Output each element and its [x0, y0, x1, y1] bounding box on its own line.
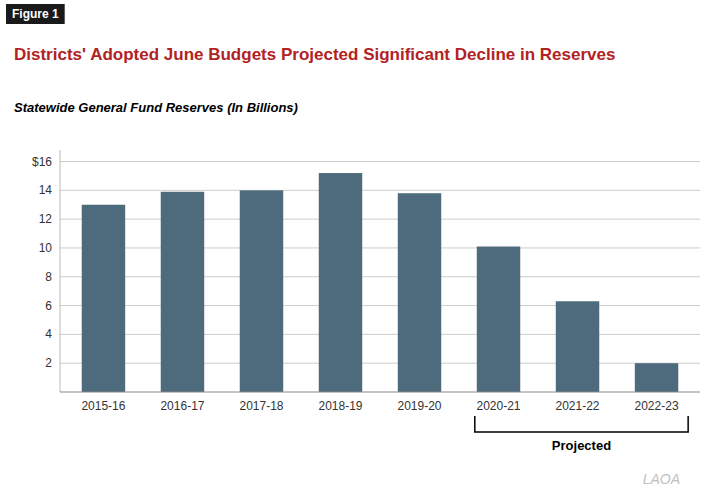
x-axis: 2015-16 2016-17 2017-18 2018-19 2019-20 2020-… [60, 392, 700, 413]
bar [477, 247, 520, 392]
bar [82, 205, 125, 392]
x-tick-label: 2016-17 [160, 399, 204, 413]
bracket-label: Projected [552, 438, 611, 453]
watermark: LAOA [643, 471, 680, 487]
bar [398, 193, 441, 392]
y-tick-label: 6 [45, 299, 52, 313]
x-tick-label: 2019-20 [397, 399, 441, 413]
bars [82, 173, 679, 392]
y-tick-label: 12 [39, 212, 53, 226]
grid-line [60, 161, 700, 162]
x-axis-line [60, 392, 700, 393]
figure-tag-box [6, 4, 65, 24]
y-tick-label: 4 [45, 327, 52, 341]
y-tick-label: 8 [45, 270, 52, 284]
bar [635, 363, 678, 392]
subtitle: Statewide General Fund Reserves (In Bill… [14, 100, 298, 115]
y-axis-line [60, 150, 61, 392]
background [0, 0, 720, 493]
grid-line [60, 219, 700, 220]
grid-line [60, 247, 700, 248]
y-tick-label: 2 [45, 356, 52, 370]
bar [161, 192, 204, 392]
figure-tag: Figure 1 [6, 4, 65, 24]
x-tick-label: 2021-22 [556, 399, 600, 413]
x-tick-label: 2018-19 [318, 399, 362, 413]
bar [319, 173, 362, 392]
title: Districts' Adopted June Budgets Projecte… [14, 45, 615, 64]
chart: Figure 1 Districts' Adopted June Budgets … [0, 0, 720, 493]
x-tick-label: 2015-16 [81, 399, 125, 413]
grid-line [60, 363, 700, 364]
grid-line [60, 305, 700, 306]
bracket-line [475, 416, 688, 432]
grid-line [60, 334, 700, 335]
bar [556, 301, 599, 392]
y-axis: 2 4 6 8 10 12 14 $16 [32, 150, 700, 392]
bracket: Projected [475, 416, 688, 453]
figure-tag-text: Figure 1 [12, 7, 59, 21]
bar [240, 190, 283, 392]
grid-line [60, 276, 700, 277]
x-tick-label: 2020-21 [476, 399, 520, 413]
x-tick-label: 2017-18 [239, 399, 283, 413]
y-tick-label: $16 [32, 155, 52, 169]
x-tick-label: 2022-23 [635, 399, 679, 413]
y-tick-label: 10 [39, 241, 53, 255]
y-tick-label: 14 [39, 183, 53, 197]
grid-line [60, 190, 700, 191]
